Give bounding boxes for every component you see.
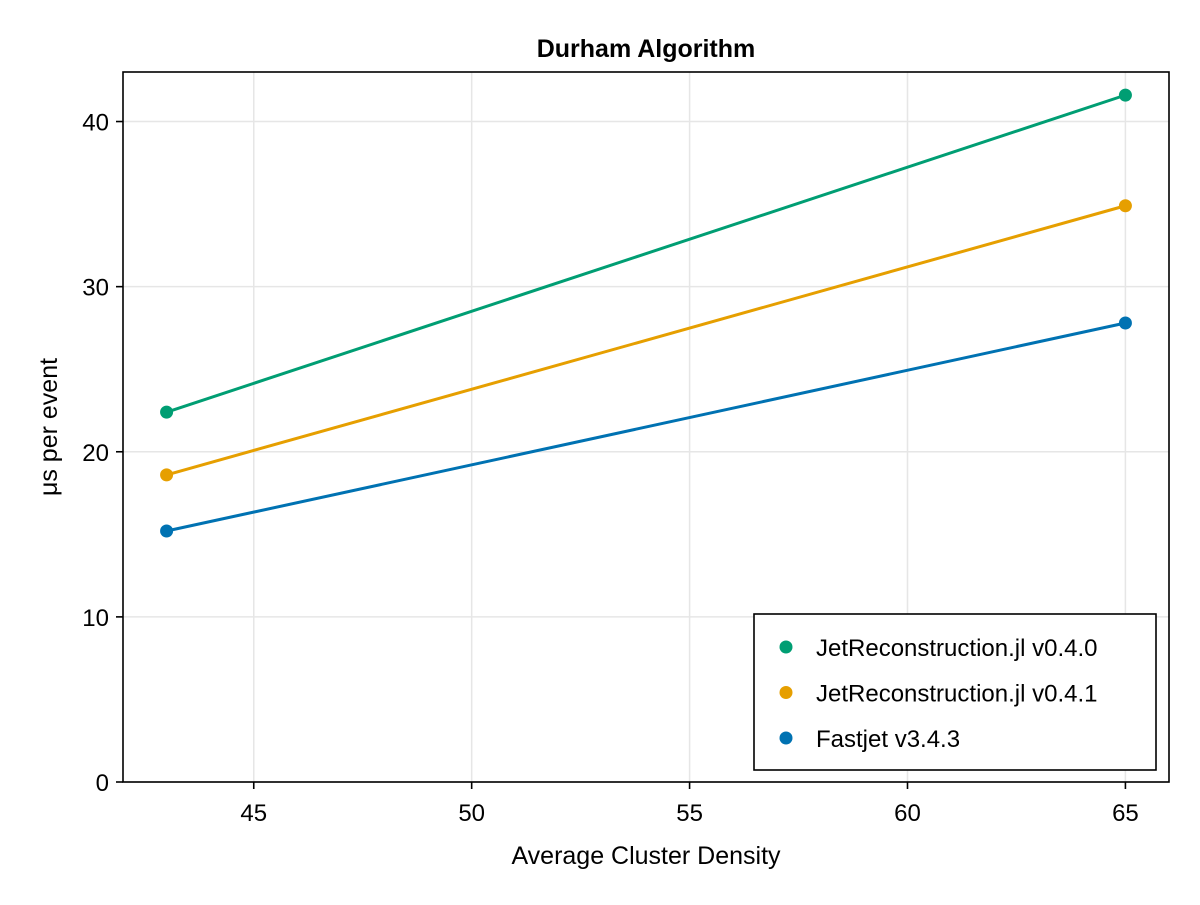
x-tick-label: 65 <box>1112 800 1139 827</box>
x-tick-label: 60 <box>894 800 921 827</box>
legend-marker <box>779 686 793 699</box>
series-2 <box>160 199 1132 482</box>
legend-box <box>753 613 1157 771</box>
x-axis-title: Average Cluster Density <box>511 842 781 870</box>
legend-marker <box>779 731 793 745</box>
legend: JetReconstruction.jl v0.4.0 JetReconstruc… <box>753 613 1157 771</box>
data-point <box>160 524 174 538</box>
series-line <box>166 204 1126 477</box>
legend-item: JetReconstruction.jl v0.4.0 <box>779 635 1097 662</box>
chart-title: Durham Algorithm <box>537 35 756 63</box>
legend-item: JetReconstruction.jl v0.4.1 <box>779 681 1097 708</box>
y-tick-label: 30 <box>82 275 109 302</box>
series-1 <box>160 88 1132 419</box>
data-point <box>160 468 174 482</box>
y-axis-title: μs per event <box>35 358 63 496</box>
x-tick-label: 55 <box>676 800 703 827</box>
x-tick-label: 45 <box>240 800 267 827</box>
plot-frame <box>122 71 1170 783</box>
legend-label: JetReconstruction.jl v0.4.0 <box>816 635 1097 662</box>
series-3 <box>160 316 1132 538</box>
data-point <box>1118 199 1132 213</box>
y-tick-label: 20 <box>82 440 109 467</box>
y-tick-label: 10 <box>82 605 109 632</box>
series-layer <box>160 88 1132 538</box>
axis-ticks: 45 50 55 60 65 0 10 20 30 40 <box>82 110 1138 827</box>
y-tick-label: 40 <box>82 110 109 137</box>
y-tick-label: 0 <box>96 770 109 797</box>
series-line <box>166 321 1126 533</box>
legend-item: Fastjet v3.4.3 <box>779 726 960 753</box>
data-point <box>160 405 174 419</box>
legend-label: Fastjet v3.4.3 <box>816 726 960 753</box>
data-point <box>1118 88 1132 102</box>
legend-label: JetReconstruction.jl v0.4.1 <box>816 681 1097 708</box>
legend-marker <box>779 640 793 654</box>
x-tick-label: 50 <box>458 800 485 827</box>
series-line <box>166 93 1126 414</box>
data-point <box>1118 316 1132 330</box>
